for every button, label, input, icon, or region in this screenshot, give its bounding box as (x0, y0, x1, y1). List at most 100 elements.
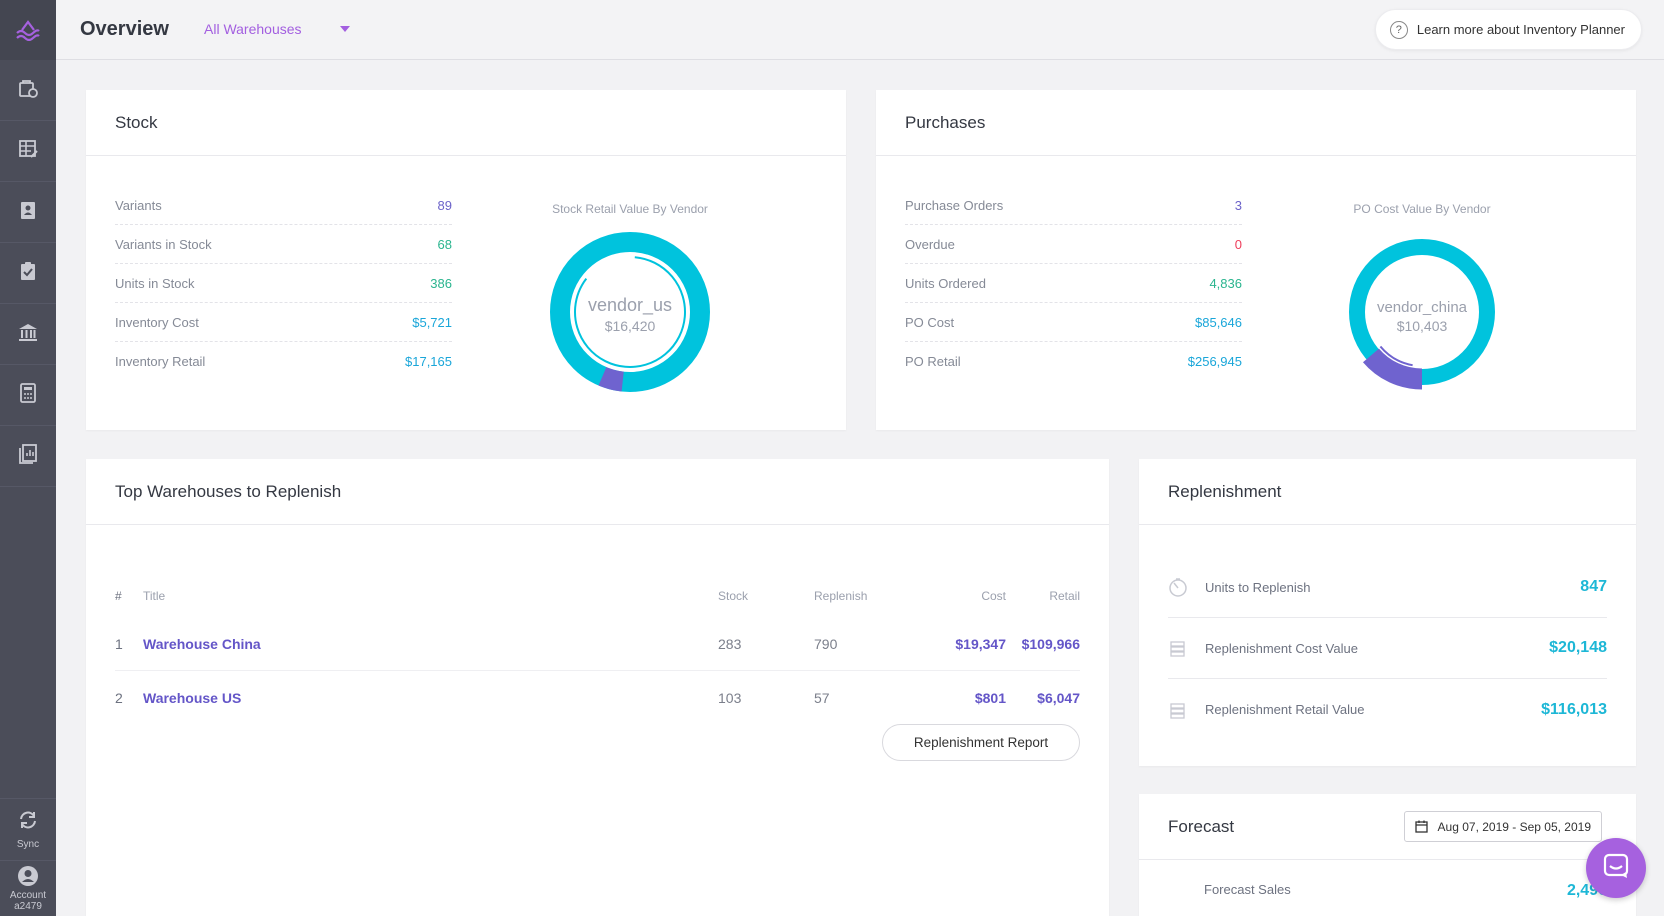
replenishment-cost-row: Replenishment Cost Value $20,148 (1168, 618, 1607, 679)
top-warehouses-card: Top Warehouses to Replenish # Title Stoc… (86, 459, 1109, 916)
chat-bubble-icon (1602, 852, 1630, 885)
stock-card: Stock Variants 89 Variants in Stock 68 Uni… (86, 90, 846, 430)
metric-label: Replenishment Cost Value (1205, 640, 1358, 656)
forecast-sales-row: Forecast Sales 2,496 (1168, 882, 1607, 902)
sidebar-item-calculator[interactable] (0, 365, 56, 426)
stock-units-row: Units in Stock 386 (115, 264, 452, 303)
purchase-overdue-row: Overdue 0 (905, 225, 1242, 264)
metric-value: $5,721 (412, 314, 452, 330)
sidebar-sync[interactable]: Sync (0, 798, 56, 860)
sidebar-item-tasks[interactable] (0, 243, 56, 304)
calculator-icon (17, 382, 39, 409)
donut-slice-vendor-other[interactable] (1344, 234, 1500, 390)
purchase-po-cost-row: PO Cost $85,646 (905, 303, 1242, 342)
page-title: Overview (80, 18, 169, 40)
stock-inventory-cost-row: Inventory Cost $5,721 (115, 303, 452, 342)
replenishment-report-button[interactable]: Replenishment Report (882, 724, 1080, 761)
sync-icon (17, 810, 39, 833)
forecast-card: Forecast Aug 07, 2019 - Sep 05, 2019 For… (1139, 794, 1636, 916)
metric-value: $116,013 (1541, 700, 1607, 718)
table-header: # Title Stock Replenish Cost Retail (115, 575, 1080, 617)
sidebar: Sync Account a2479 (0, 0, 56, 916)
purchase-po-retail-row: PO Retail $256,945 (905, 342, 1242, 381)
metric-value: 3 (1234, 197, 1242, 213)
account-user-icon (17, 865, 39, 890)
top-warehouses-title: Top Warehouses to Replenish (86, 459, 1109, 525)
sidebar-account[interactable]: Account a2479 (0, 860, 56, 916)
metric-label: Inventory Retail (115, 354, 206, 369)
metric-label: Units Ordered (905, 275, 986, 291)
donut-slice-vendor-us[interactable] (550, 232, 710, 392)
purchases-metrics: Purchase Orders 3 Overdue 0 Units Ordered 4… (905, 186, 1242, 381)
sidebar-item-reports[interactable] (0, 426, 56, 487)
replenishment-card: Replenishment Units to Replenish 847 Rep… (1139, 459, 1636, 766)
clipboard-check-icon (17, 260, 39, 287)
metric-label: Purchase Orders (905, 197, 1004, 213)
donut-center-name: vendor_us (588, 295, 672, 316)
table-row: 1 Warehouse China 283 790 $19,347 $109,9… (115, 617, 1080, 671)
warehouse-select[interactable]: All Warehouses (204, 21, 350, 37)
donut-title: Stock Retail Value By Vendor (552, 202, 708, 216)
row-stock: 103 (718, 690, 742, 706)
row-cost: $19,347 (955, 635, 1006, 652)
chat-launcher-button[interactable] (1586, 838, 1646, 898)
calendar-icon (1414, 820, 1428, 833)
po-vendor-donut: PO Cost Value By Vendor vendor_china $10… (1292, 202, 1552, 394)
sidebar-item-vendors[interactable] (0, 182, 56, 243)
metric-value: 847 (1580, 578, 1607, 595)
stock-donut-chart[interactable]: vendor_us $16,420 (548, 230, 712, 394)
stock-variants-row: Variants 89 (115, 186, 452, 225)
purchases-card: Purchases Purchase Orders 3 Overdue 0 Unit… (876, 90, 1636, 430)
learn-more-button[interactable]: ? Learn more about Inventory Planner (1374, 9, 1642, 50)
date-range-value: Aug 07, 2019 - Sep 05, 2019 (1437, 819, 1591, 834)
warehouse-link[interactable]: Warehouse China (143, 635, 261, 652)
stopwatch-icon (1168, 577, 1188, 597)
sidebar-item-warehouses[interactable] (0, 304, 56, 365)
donut-slice-vendor-other[interactable] (550, 232, 711, 392)
top-bar: Overview All Warehouses ? Learn more abo… (56, 0, 1664, 60)
units-to-replenish-row: Units to Replenish 847 (1168, 557, 1607, 618)
row-retail: $109,966 (1021, 635, 1080, 652)
donut-center-value: $16,420 (605, 318, 656, 334)
sidebar-item-inventory[interactable] (0, 121, 56, 182)
metric-value: 68 (437, 236, 452, 252)
row-stock: 283 (718, 635, 742, 652)
po-donut-chart[interactable]: vendor_china $10,403 (1340, 230, 1504, 394)
money-stack-icon (1168, 700, 1188, 720)
col-retail: Retail (1049, 589, 1080, 603)
donut-center-value: $10,403 (1397, 318, 1448, 334)
purchase-orders-row: Purchase Orders 3 (905, 186, 1242, 225)
metric-value: 4,836 (1209, 275, 1242, 291)
warehouse-select-value: All Warehouses (204, 21, 302, 37)
col-num: # (115, 589, 122, 603)
metric-label: Overdue (905, 236, 955, 252)
stock-vendor-donut: Stock Retail Value By Vendor vendor_us $… (500, 202, 760, 394)
metric-label: Units in Stock (115, 275, 195, 291)
account-id: a2479 (14, 901, 42, 912)
stock-card-title: Stock (86, 90, 846, 156)
row-num: 1 (115, 635, 123, 652)
warehouses-table: # Title Stock Replenish Cost Retail 1 Wa… (115, 575, 1080, 725)
date-range-picker[interactable]: Aug 07, 2019 - Sep 05, 2019 (1403, 811, 1602, 842)
forecast-title: Forecast (1139, 794, 1636, 860)
app-logo-icon[interactable] (0, 0, 56, 60)
donut-center-name: vendor_china (1377, 299, 1468, 316)
replenishment-metrics: Units to Replenish 847 Replenishment Cos… (1168, 557, 1607, 740)
donut-slice-vendor-china[interactable] (1349, 239, 1495, 385)
metric-value: 89 (437, 197, 452, 213)
table-edit-icon (17, 138, 39, 165)
metric-label: Forecast Sales (1204, 882, 1291, 897)
stock-metrics: Variants 89 Variants in Stock 68 Units in … (115, 186, 452, 381)
sidebar-item-purchase-orders[interactable] (0, 60, 56, 121)
chevron-down-icon (339, 26, 350, 32)
metric-label: Variants in Stock (115, 236, 212, 252)
row-replenish: 790 (814, 635, 838, 652)
warehouse-link[interactable]: Warehouse US (143, 690, 242, 706)
metric-label: Variants (115, 197, 162, 213)
sync-label: Sync (16, 838, 40, 850)
contact-book-icon (17, 199, 39, 226)
table-row: 2 Warehouse US 103 57 $801 $6,047 (115, 671, 1080, 725)
row-num: 2 (115, 690, 123, 706)
refresh-bag-icon (17, 77, 39, 104)
row-cost: $801 (974, 690, 1006, 706)
